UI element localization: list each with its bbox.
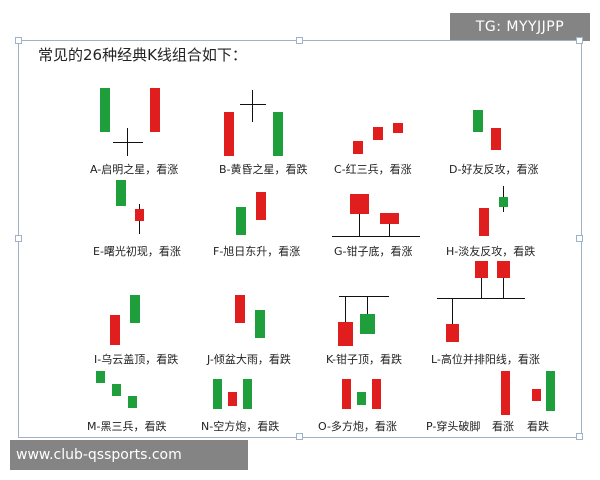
bearish-candle (360, 314, 375, 334)
pattern-caption: K-钳子顶，看跌 (326, 353, 403, 366)
pattern-caption: J-倾盆大雨，看跌 (207, 353, 291, 366)
pattern-caption: B-黄昏之星，看跌 (219, 163, 308, 176)
bullish-candle (501, 371, 510, 415)
candle-wick (359, 214, 360, 236)
bullish-candle (228, 392, 237, 406)
bearish-candle (96, 371, 105, 383)
pattern-caption: M-黑三兵，看跌 (87, 420, 167, 433)
bullish-candle (256, 192, 266, 220)
pattern-caption: G-钳子底，看涨 (334, 245, 413, 258)
bearish-candle (546, 371, 555, 411)
bullish-candle (532, 389, 541, 401)
bearish-candle (112, 384, 121, 396)
bearish-candle (273, 112, 283, 156)
resistance-line (339, 296, 389, 297)
bullish-candle (393, 123, 403, 133)
doji-cross (127, 128, 128, 156)
pattern-caption: E-曙光初现，看涨 (93, 245, 181, 258)
resize-handle[interactable] (15, 37, 22, 44)
candle-wick (503, 278, 504, 298)
bearish-candle (499, 197, 508, 207)
bullish-candle (150, 88, 160, 132)
resize-handle[interactable] (296, 37, 303, 44)
bullish-candle (235, 295, 245, 323)
bearish-candle (473, 110, 483, 132)
diagram-frame (18, 40, 582, 438)
resize-handle[interactable] (296, 433, 303, 440)
candle-wick (481, 278, 482, 298)
bullish-candle (342, 379, 351, 409)
bullish-candle (135, 209, 144, 221)
bullish-candle (110, 315, 120, 345)
pattern-caption: L-高位并排阳线，看涨 (431, 353, 540, 366)
watermark-badge: TG: MYYJJPP (450, 13, 590, 41)
bearish-candle (357, 392, 366, 405)
bearish-candle (100, 88, 110, 132)
pattern-caption-up: 看涨 (492, 420, 514, 433)
bullish-candle (491, 128, 501, 150)
candle-wick (345, 296, 346, 322)
pattern-caption: D-好友反攻，看涨 (449, 163, 539, 176)
pattern-caption: A-启明之星，看涨 (90, 163, 179, 176)
bearish-candle (213, 379, 222, 409)
candle-wick (367, 296, 368, 314)
bullish-candle (380, 213, 399, 224)
bullish-candle (338, 322, 353, 346)
bullish-candle (479, 208, 489, 236)
resize-handle[interactable] (576, 433, 583, 440)
bullish-candle (350, 194, 369, 214)
bullish-candle (446, 324, 459, 342)
pattern-caption-down: 看跌 (527, 420, 549, 433)
candle-wick (389, 224, 390, 236)
bearish-candle (236, 207, 246, 235)
pattern-caption: O-多方炮，看涨 (318, 420, 397, 433)
pattern-caption: F-旭日东升，看涨 (213, 245, 301, 258)
pattern-caption: N-空方炮，看跌 (201, 420, 280, 433)
site-watermark: www.club-qssports.com (10, 440, 248, 470)
bearish-candle (128, 396, 137, 408)
candle-wick (452, 298, 453, 324)
resize-handle[interactable] (576, 37, 583, 44)
doji-cross (252, 90, 253, 122)
bearish-candle (255, 310, 265, 338)
resize-handle[interactable] (576, 235, 583, 242)
bullish-candle (475, 261, 488, 278)
resize-handle[interactable] (15, 235, 22, 242)
bearish-candle (116, 180, 126, 206)
bullish-candle (224, 112, 234, 156)
diagram-title: 常见的26种经典K线组合如下： (38, 46, 247, 64)
doji-cross (240, 104, 266, 105)
doji-cross (113, 142, 143, 143)
pattern-caption: H-淡友反攻，看跌 (446, 245, 536, 258)
bearish-candle (130, 295, 140, 323)
pattern-caption: P-穿头破脚 (426, 420, 481, 433)
resistance-line (437, 298, 525, 299)
bullish-candle (497, 261, 510, 278)
support-line (332, 236, 420, 237)
pattern-caption: I-乌云盖顶，看跌 (94, 353, 179, 366)
bullish-candle (353, 141, 363, 154)
pattern-caption: C-红三兵，看涨 (334, 163, 412, 176)
bullish-candle (373, 127, 383, 140)
bullish-candle (372, 379, 381, 409)
bearish-candle (243, 379, 252, 409)
